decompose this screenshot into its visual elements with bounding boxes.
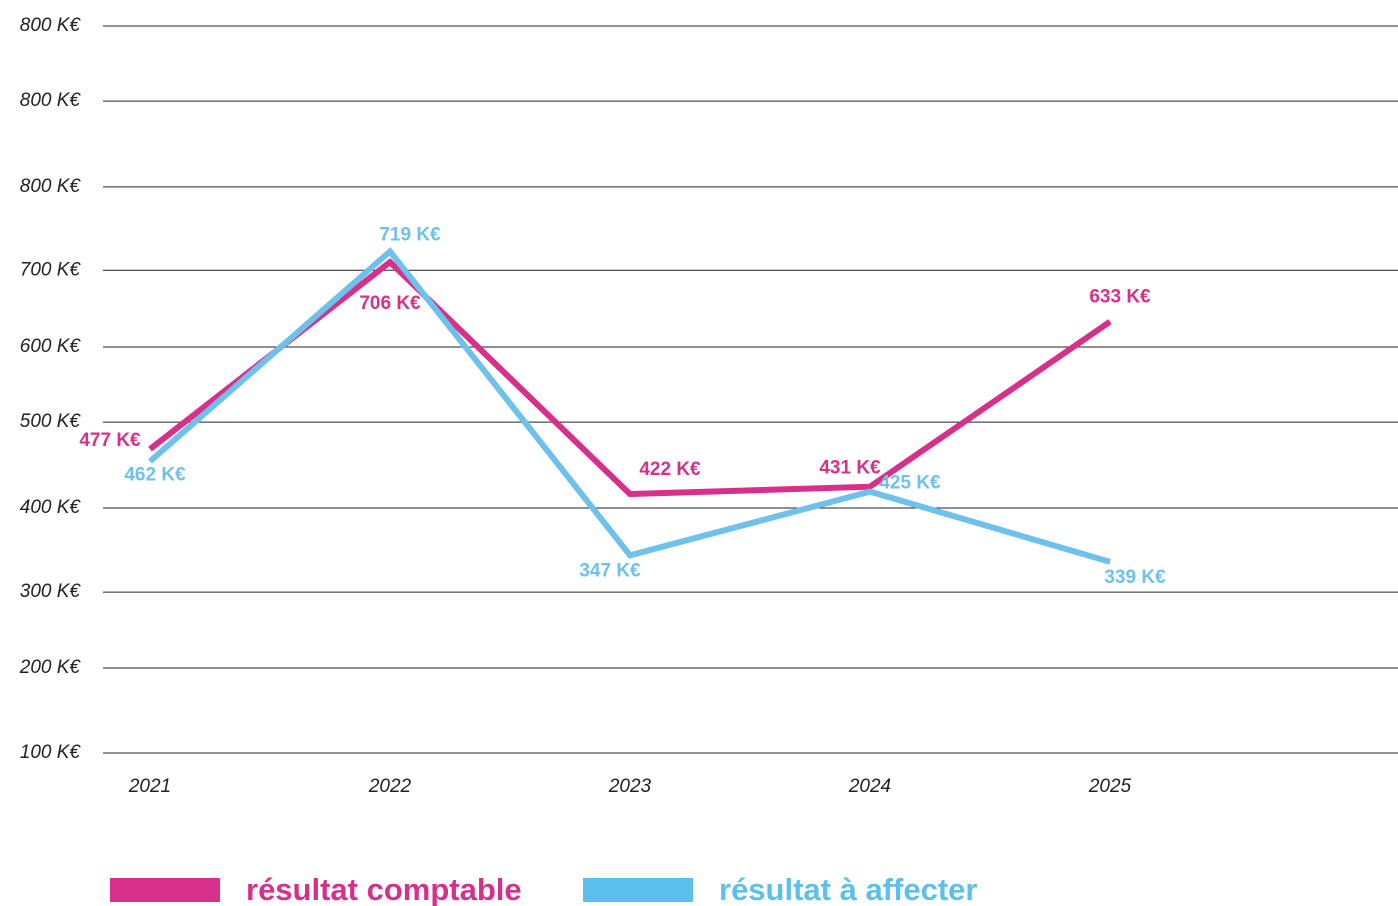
legend-label: résultat comptable — [246, 872, 522, 906]
series-line — [148, 247, 1111, 565]
data-label: 422 K€ — [639, 459, 701, 480]
data-label: 633 K€ — [1089, 287, 1151, 308]
data-label: 462 K€ — [124, 464, 186, 485]
y-tick-label: 500 K€ — [20, 411, 82, 432]
y-tick-label: 600 K€ — [20, 336, 82, 357]
y-tick-label: 800 K€ — [20, 90, 82, 111]
y-tick-label: 700 K€ — [20, 259, 82, 280]
y-tick-label: 800 K€ — [20, 176, 82, 197]
data-label: 339 K€ — [1104, 567, 1166, 588]
y-tick-label: 100 K€ — [20, 742, 82, 763]
legend-swatch — [110, 878, 220, 902]
y-tick-label: 300 K€ — [20, 581, 82, 602]
x-tick-label: 2025 — [1088, 776, 1132, 797]
x-tick-label: 2021 — [128, 776, 171, 797]
y-tick-label: 200 K€ — [19, 657, 82, 678]
series-line — [148, 258, 1112, 498]
y-tick-label: 800 K€ — [20, 15, 82, 36]
data-label: 347 K€ — [579, 560, 641, 581]
data-label: 425 K€ — [879, 473, 941, 494]
x-tick-label: 2024 — [848, 776, 891, 797]
legend-swatch — [583, 878, 693, 902]
data-label: 719 K€ — [379, 224, 441, 245]
x-tick-label: 2022 — [368, 776, 412, 797]
x-tick-label: 2023 — [608, 776, 652, 797]
legend-label: résultat à affecter — [719, 872, 977, 906]
y-tick-label: 400 K€ — [20, 497, 82, 518]
data-label: 431 K€ — [819, 458, 881, 479]
data-label: 706 K€ — [359, 293, 421, 314]
data-label: 477 K€ — [79, 430, 141, 451]
